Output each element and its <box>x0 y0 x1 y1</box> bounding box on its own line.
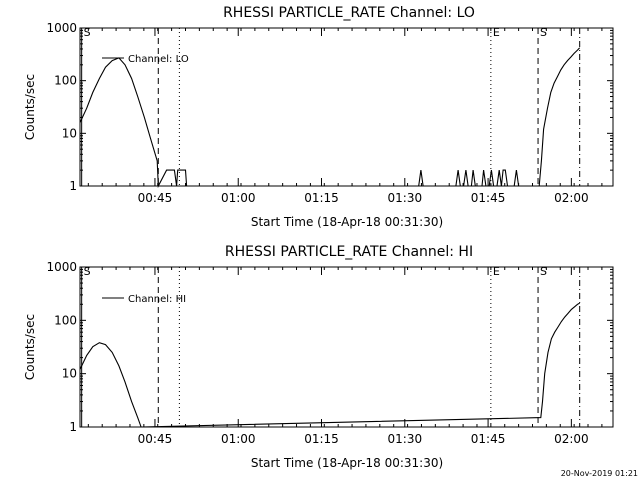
lo-data-series <box>79 47 581 189</box>
hi-marker-label: S <box>84 265 91 278</box>
lo-xtick-label: 02:00 <box>554 191 589 205</box>
hi-xtick-label: 01:30 <box>388 432 423 446</box>
lo-y-axis: 1 10 100 1000 <box>46 21 613 193</box>
lo-series-line <box>79 47 581 189</box>
lo-legend-label: Channel: LO <box>128 54 189 65</box>
lo-channel-panel: RHESSI PARTICLE_RATE Channel: LO 1101001… <box>23 5 614 229</box>
lo-xtick-label: 01:15 <box>304 191 339 205</box>
lo-y-axis-label: Counts/sec <box>23 74 37 140</box>
hi-legend: Channel: HI <box>102 294 186 305</box>
hi-ytick-label: 1000 <box>46 260 77 274</box>
lo-chart-title: RHESSI PARTICLE_RATE Channel: LO <box>223 5 475 21</box>
generation-timestamp: 20-Nov-2019 01:21 <box>561 469 638 478</box>
hi-y-axis: 1 10 100 1000 <box>46 260 613 434</box>
lo-plot-frame <box>79 27 614 187</box>
hi-ytick-label: 100 <box>54 313 77 327</box>
lo-xtick-label: 01:45 <box>471 191 506 205</box>
lo-x-axis-label: Start Time (18-Apr-18 00:31:30) <box>251 215 443 229</box>
hi-ytick-label: 1 <box>69 420 77 434</box>
hi-data-series <box>79 302 580 428</box>
hi-chart-title: RHESSI PARTICLE_RATE Channel: HI <box>225 244 473 260</box>
lo-x-axis: 00:45 01:00 01:15 01:30 01:45 02:00 <box>87 28 603 205</box>
lo-legend: Channel: LO <box>102 54 189 65</box>
hi-xtick-label: 01:00 <box>221 432 256 446</box>
lo-ytick-label: 100 <box>54 74 77 88</box>
lo-marker-label: E <box>493 26 500 39</box>
hi-marker-label: E <box>493 265 500 278</box>
lo-ytick-label: 1 <box>69 179 77 193</box>
lo-marker-label: S <box>540 26 547 39</box>
lo-xtick-label: 01:30 <box>388 191 423 205</box>
hi-xtick-label: 01:45 <box>471 432 506 446</box>
lo-xtick-label: 01:00 <box>221 191 256 205</box>
hi-channel-panel: RHESSI PARTICLE_RATE Channel: HI 1101001… <box>23 244 614 470</box>
lo-ytick-label: 10 <box>62 126 77 140</box>
lo-marker-label: S <box>84 26 91 39</box>
hi-y-axis-label: Counts/sec <box>23 314 37 380</box>
hi-xtick-label: 01:15 <box>304 432 339 446</box>
hi-marker-label: S <box>540 265 547 278</box>
hi-ytick-label: 10 <box>62 367 77 381</box>
hi-series-line <box>79 302 580 428</box>
hi-plot-frame <box>79 266 614 428</box>
lo-ytick-label: 1000 <box>46 21 77 35</box>
hi-xtick-label: 02:00 <box>554 432 589 446</box>
hi-x-axis-label: Start Time (18-Apr-18 00:31:30) <box>251 456 443 470</box>
hi-x-axis: 00:45 01:00 01:15 01:30 01:45 02:00 <box>87 267 603 446</box>
hi-legend-label: Channel: HI <box>128 294 186 305</box>
hi-xtick-label: 00:45 <box>138 432 173 446</box>
lo-xtick-label: 00:45 <box>138 191 173 205</box>
